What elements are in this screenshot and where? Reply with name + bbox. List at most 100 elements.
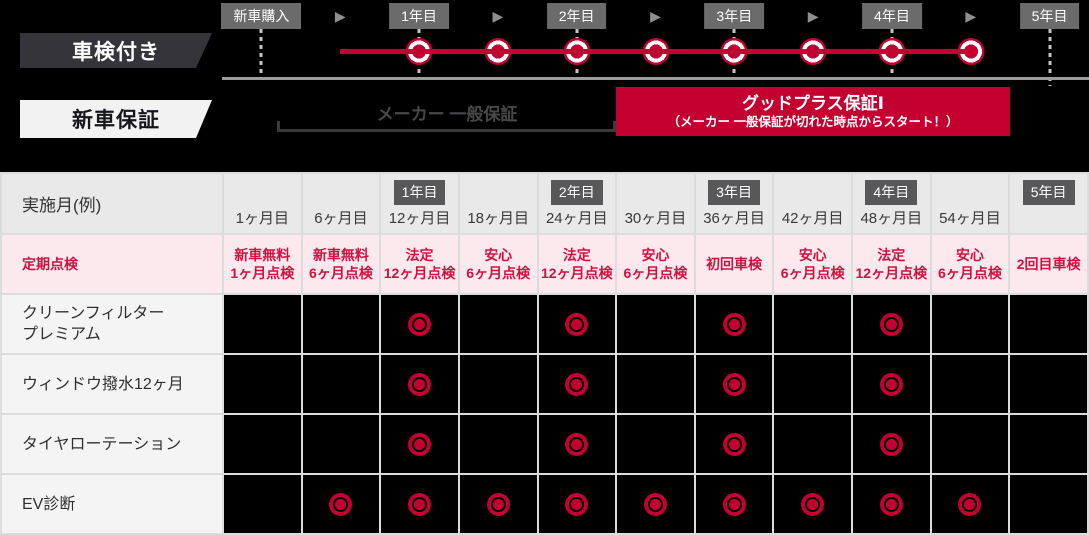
year-badge-slot — [303, 180, 380, 205]
service-schedule-cell — [222, 473, 303, 535]
service-schedule-cell — [222, 413, 303, 475]
service-schedule-cell — [1008, 473, 1089, 535]
service-mark-circle — [958, 492, 982, 516]
table-header-row: 実施月(例) 1ヶ月目 6ヶ月目 1年目 12ヶ月目 18ヶ月目 2年目 24ヶ月目 30ヶ月目… — [0, 172, 1089, 235]
service-schedule-cell — [222, 293, 303, 355]
month-label: 48ヶ月目 — [860, 210, 923, 227]
arrow-right-icon: ▶ — [965, 8, 977, 24]
service-row-label: ウィンドウ撥水12ヶ月 — [0, 353, 224, 415]
year-badge: 4年目 — [865, 180, 918, 205]
service-schedule-cell — [615, 413, 696, 475]
goodplus-warranty-title: グッドプラス保証Ⅰ — [742, 94, 884, 113]
service-mark-circle — [801, 492, 825, 516]
year-badge-slot: 5年目 — [1010, 180, 1087, 205]
inspection-type-line: 法定 — [562, 247, 591, 263]
service-schedule-cell — [615, 293, 696, 355]
inspection-type-line: 新車無料 — [234, 247, 291, 263]
inspection-type-line: 2回目車検 — [1016, 256, 1081, 272]
inspection-type-line: 6ヶ月点検 — [780, 265, 845, 281]
year-badge-slot: 2年目 — [539, 180, 616, 205]
inspection-type-line: 12ヶ月点検 — [855, 265, 928, 281]
year-badge-slot: 3年目 — [696, 180, 773, 205]
service-mark-circle — [879, 492, 903, 516]
service-row-label-line: プレミアム — [22, 326, 101, 343]
service-schedule-cell — [851, 353, 932, 415]
inspection-type-cell: 法定 12ヶ月点検 — [379, 233, 460, 295]
inspection-type-cell: 初回車検 — [693, 233, 775, 295]
service-schedule-cell — [379, 413, 460, 475]
month-header-cell: 18ヶ月目 — [457, 172, 539, 235]
service-mark-circle — [722, 312, 746, 336]
month-header-cell: 4年目 48ヶ月目 — [851, 172, 932, 235]
inspection-type-cell: 法定 12ヶ月点検 — [851, 233, 932, 295]
service-schedule-cell — [1008, 293, 1089, 355]
inspection-row-label: 車検付き — [20, 33, 212, 68]
service-row-label-line: クリーンフィルター — [22, 305, 165, 322]
year-badge-slot — [617, 180, 694, 205]
service-schedule-cell — [851, 473, 932, 535]
inspection-type-line: 法定 — [877, 247, 906, 263]
service-schedule-cell — [457, 473, 539, 535]
timeline-milestone-badge: 4年目 — [862, 3, 922, 29]
service-schedule-cell — [536, 293, 618, 355]
month-header-cell: 54ヶ月目 — [929, 172, 1011, 235]
inspection-type-line: 12ヶ月点検 — [541, 265, 613, 281]
timeline-baseline — [222, 77, 1089, 80]
month-label: 18ヶ月目 — [467, 210, 530, 227]
timeline-milestone-badge: 3年目 — [704, 3, 765, 29]
year-badge-slot — [932, 180, 1009, 205]
inspection-type-line: 6ヶ月点検 — [623, 265, 688, 281]
service-mark-circle — [408, 312, 432, 336]
service-schedule-cell — [615, 473, 696, 535]
arrow-right-icon: ▶ — [492, 8, 504, 24]
timeline-milestone-badge: 2年目 — [546, 3, 607, 29]
warranty-row-label-text: 新車保証 — [72, 109, 160, 132]
year-badge-slot — [774, 180, 851, 205]
service-mark-circle — [879, 372, 903, 396]
month-header-cell: 5年目 — [1008, 172, 1089, 235]
service-mark-circle — [879, 312, 903, 336]
month-label: 24ヶ月目 — [545, 210, 608, 227]
arrow-right-icon: ▶ — [334, 8, 346, 24]
service-schedule-cell — [693, 293, 775, 355]
service-schedule-cell — [379, 293, 460, 355]
service-schedule-cell — [222, 353, 303, 415]
inspection-type-cell: 安心 6ヶ月点検 — [615, 233, 696, 295]
inspection-type-line: 新車無料 — [312, 247, 369, 263]
service-row-label: EV診断 — [0, 473, 224, 535]
year-badge-slot: 1年目 — [381, 180, 458, 205]
inspection-row-label-text: 車検付き — [72, 40, 160, 64]
service-schedule-cell — [615, 353, 696, 415]
periodic-inspection-row-label: 定期点検 — [0, 233, 224, 295]
month-label: 54ヶ月目 — [939, 210, 1001, 227]
service-schedule-cell — [379, 473, 460, 535]
month-label: 36ヶ月目 — [703, 210, 765, 227]
service-mark-circle — [722, 372, 746, 396]
service-schedule-cell — [536, 473, 618, 535]
service-mark-circle — [565, 492, 589, 516]
service-schedule-cell — [693, 473, 775, 535]
month-label: 12ヶ月目 — [388, 210, 451, 227]
inspection-type-line: 6ヶ月点検 — [938, 265, 1002, 281]
service-schedule-cell — [457, 353, 539, 415]
service-row-label-line: タイヤローテーション — [22, 435, 182, 453]
service-schedule-cell — [851, 293, 932, 355]
inspection-type-line: 6ヶ月点検 — [466, 265, 531, 281]
timeline-milestone-badge: 1年目 — [389, 3, 449, 29]
service-mark-circle — [643, 492, 667, 516]
service-row-label: クリーンフィルター プレミアム — [0, 293, 224, 355]
month-label: 1ヶ月目 — [235, 210, 289, 227]
year-badge: 5年目 — [1022, 180, 1075, 205]
service-row: タイヤローテーション — [0, 413, 1089, 475]
table-corner-label: 実施月(例) — [0, 172, 224, 235]
inspection-type-line: 1ヶ月点検 — [230, 265, 295, 281]
month-header-cell: 3年目 36ヶ月目 — [693, 172, 775, 235]
inspection-type-line: 12ヶ月点検 — [383, 265, 456, 281]
year-badge: 3年目 — [708, 180, 760, 205]
service-schedule-cell — [929, 473, 1011, 535]
service-mark-circle — [486, 492, 510, 516]
arrow-right-icon: ▶ — [807, 8, 819, 24]
inspection-type-line: 安心 — [484, 247, 513, 263]
inspection-period-line — [340, 49, 971, 54]
